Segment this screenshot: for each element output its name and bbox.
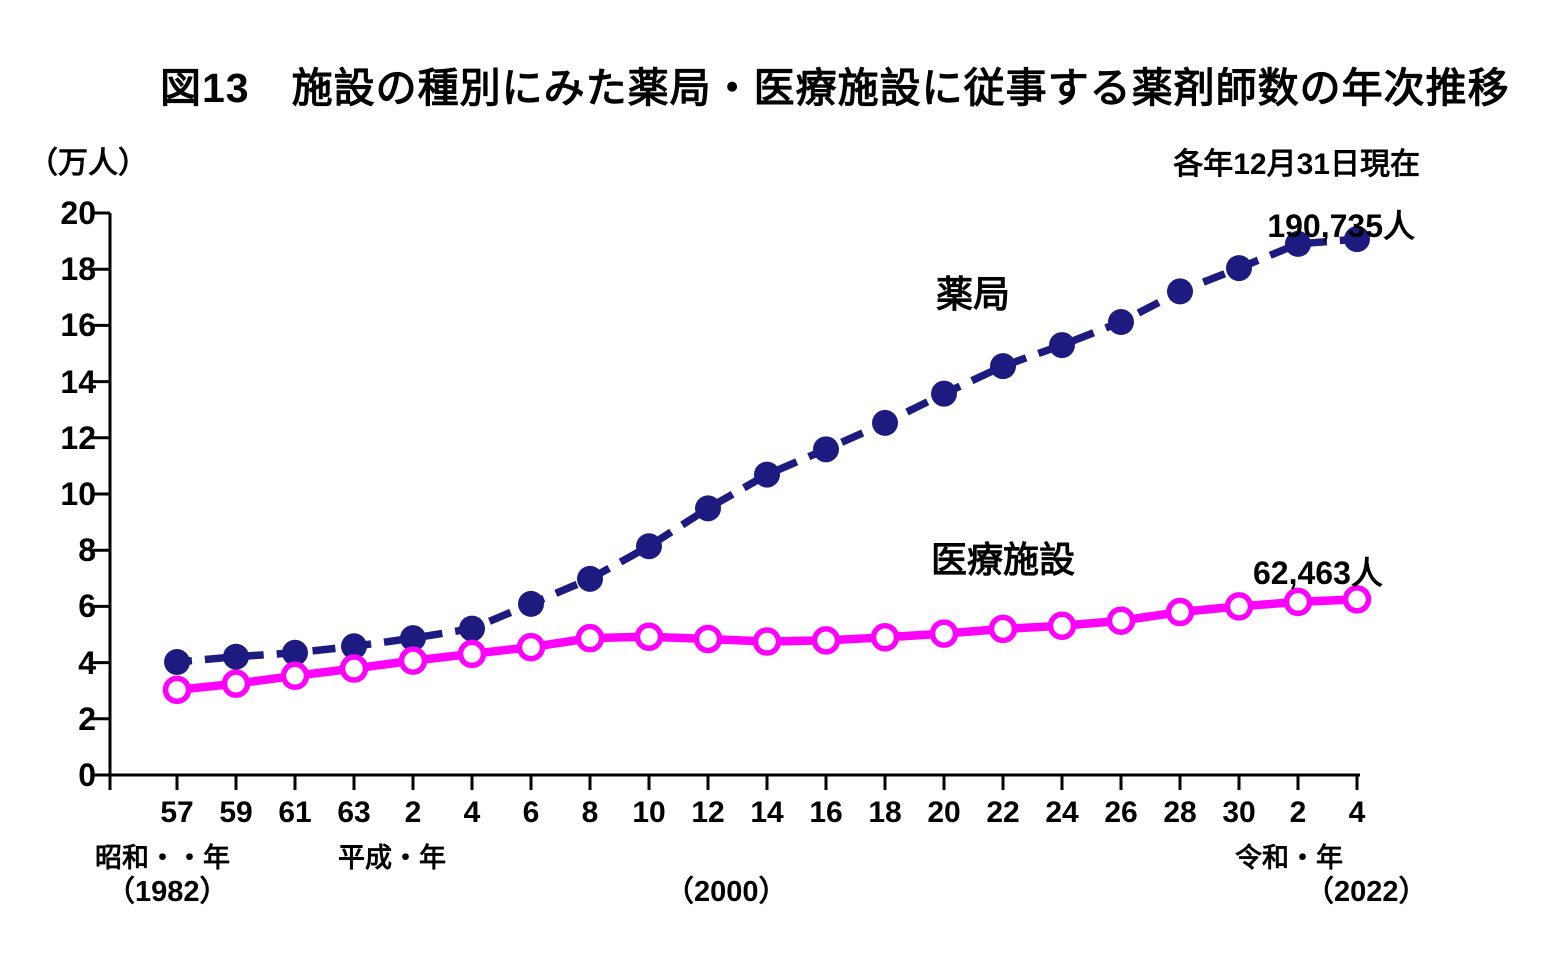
- data-point-pharmacy: [1108, 309, 1134, 336]
- chart-title: 図13 施設の種別にみた薬局・医療施設に従事する薬剤師数の年次推移: [160, 65, 1510, 111]
- data-point-pharmacy: [872, 409, 898, 436]
- data-point-pharmacy: [400, 625, 426, 652]
- data-point-medical: [1047, 611, 1077, 641]
- y-tick-label: 4: [78, 644, 96, 681]
- data-point-medical: [693, 624, 723, 654]
- y-tick-label: 16: [60, 307, 96, 344]
- era-year-label: （1982）: [106, 876, 229, 908]
- y-tick-label: 6: [78, 588, 96, 625]
- x-tick-label: 6: [522, 796, 540, 829]
- x-tick-label: 59: [219, 796, 253, 829]
- data-point-pharmacy: [990, 353, 1016, 380]
- y-tick-label: 12: [60, 419, 96, 456]
- x-tick-label: 22: [986, 796, 1020, 829]
- data-point-pharmacy: [931, 380, 957, 407]
- x-tick-label: 61: [278, 796, 312, 829]
- y-tick-label: 18: [60, 251, 96, 288]
- data-point-medical: [162, 675, 192, 705]
- data-point-pharmacy: [695, 495, 721, 522]
- x-tick-label: 28: [1163, 796, 1197, 829]
- x-tick-label: 10: [632, 796, 666, 829]
- data-point-medical: [398, 646, 428, 675]
- x-tick-label: 63: [337, 796, 371, 829]
- data-point-pharmacy: [282, 639, 308, 666]
- data-point-medical: [516, 632, 546, 662]
- era-year-label: （2022）: [1305, 876, 1428, 908]
- data-point-medical: [634, 622, 664, 651]
- data-point-medical: [280, 661, 310, 691]
- y-tick-label: 0: [78, 757, 96, 793]
- data-point-pharmacy: [341, 633, 367, 660]
- data-point-medical: [1342, 585, 1372, 614]
- x-tick-label: 4: [1348, 796, 1366, 829]
- data-label-pharmacy-latest: 190,735人: [1267, 208, 1415, 244]
- data-point-pharmacy: [164, 649, 190, 676]
- as-of-date-note: 各年12月31日現在: [1173, 148, 1420, 181]
- x-tick-label: 2: [1289, 796, 1307, 829]
- data-point-pharmacy: [636, 533, 662, 560]
- series-label-medical: 医療施設: [931, 539, 1076, 580]
- data-point-medical: [1224, 592, 1254, 621]
- data-point-medical: [339, 654, 369, 683]
- x-tick-label: 2: [404, 796, 422, 829]
- series-label-pharmacy: 薬局: [936, 274, 1010, 315]
- x-tick-label: 4: [463, 796, 481, 829]
- x-tick-label: 20: [927, 796, 961, 829]
- data-point-pharmacy: [754, 461, 780, 488]
- data-point-medical: [752, 627, 782, 656]
- data-point-pharmacy: [813, 436, 839, 463]
- data-point-pharmacy: [518, 590, 544, 617]
- era-label: 平成・年: [338, 843, 446, 873]
- data-point-medical: [575, 623, 605, 653]
- data-point-medical: [1283, 587, 1313, 617]
- data-point-medical: [1165, 597, 1195, 627]
- x-tick-label: 57: [160, 796, 194, 829]
- data-point-pharmacy: [1049, 332, 1075, 359]
- data-point-pharmacy: [1344, 226, 1370, 253]
- data-point-medical: [988, 614, 1018, 644]
- y-tick-label: 20: [60, 195, 96, 231]
- x-tick-label: 24: [1045, 796, 1079, 829]
- y-axis-unit-label: （万人）: [28, 147, 148, 180]
- data-point-medical: [929, 619, 959, 648]
- x-tick-label: 16: [809, 796, 843, 829]
- data-point-medical: [811, 626, 841, 655]
- data-point-pharmacy: [1226, 255, 1252, 282]
- y-tick-label: 14: [60, 363, 96, 400]
- data-point-pharmacy: [577, 565, 603, 592]
- era-year-label: （2000）: [665, 876, 788, 908]
- data-point-pharmacy: [1285, 230, 1311, 257]
- data-point-pharmacy: [459, 615, 485, 642]
- era-label: 令和・年: [1235, 843, 1343, 873]
- x-tick-label: 26: [1104, 796, 1138, 829]
- y-tick-label: 10: [60, 476, 96, 512]
- x-tick-label: 18: [868, 796, 902, 829]
- x-tick-label: 30: [1222, 796, 1256, 829]
- x-tick-label: 8: [581, 796, 599, 829]
- era-label: 昭和・・年: [95, 843, 230, 873]
- data-label-medical-latest: 62,463人: [1253, 555, 1383, 591]
- y-tick-label: 2: [78, 700, 96, 737]
- data-point-pharmacy: [1167, 278, 1193, 305]
- data-point-medical: [457, 639, 487, 669]
- data-point-medical: [221, 669, 251, 698]
- x-tick-label: 14: [750, 796, 784, 829]
- x-tick-label: 12: [691, 796, 725, 829]
- data-point-pharmacy: [223, 643, 249, 670]
- data-point-medical: [870, 623, 900, 652]
- y-tick-label: 8: [78, 532, 96, 569]
- data-point-medical: [1106, 606, 1136, 635]
